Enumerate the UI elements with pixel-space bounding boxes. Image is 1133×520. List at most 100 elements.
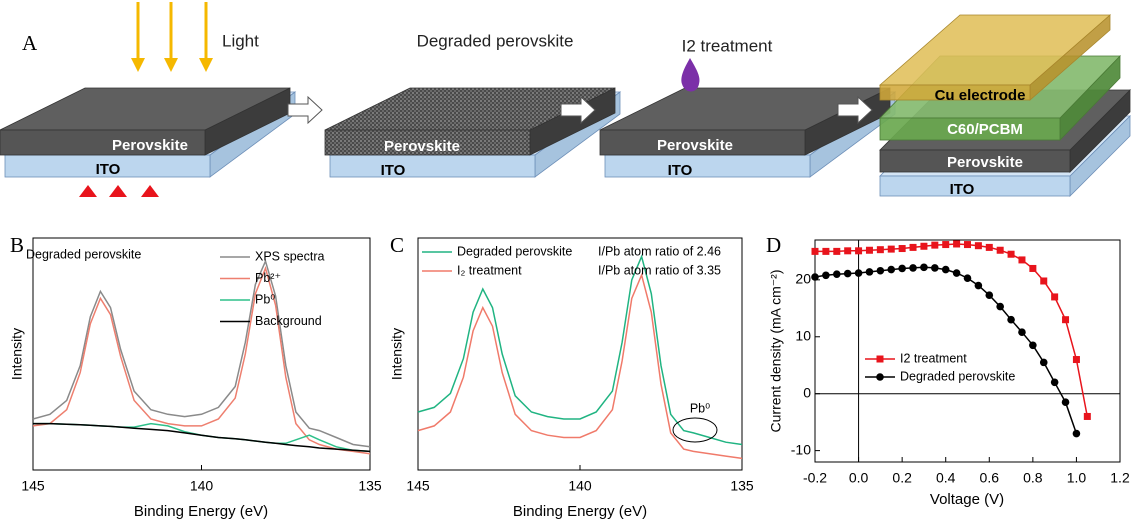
layer-front: [879, 84, 1031, 101]
marker: [1007, 250, 1015, 258]
series-line: [417, 272, 743, 460]
x-tick-label: 135: [730, 478, 754, 494]
x-tick-label: 0.4: [936, 470, 956, 486]
light-source: [141, 185, 159, 197]
series-line: [32, 265, 371, 455]
layer-front: [599, 129, 806, 156]
legend-label: Background: [255, 314, 322, 328]
x-tick-label: 1.2: [1110, 470, 1130, 486]
x-axis-label: Binding Energy (eV): [513, 503, 647, 520]
legend-label: I2 treatment: [900, 351, 967, 365]
panel-label: B: [10, 233, 24, 257]
layer-front: [879, 149, 1071, 173]
process-arrow: [560, 95, 596, 125]
marker: [1018, 256, 1026, 264]
marker: [1051, 293, 1059, 301]
diagram-label: Perovskite: [657, 137, 733, 154]
diagram-label: Perovskite: [947, 154, 1023, 171]
layer-front: [324, 129, 531, 156]
marker: [1007, 315, 1015, 324]
x-tick-label: 0.2: [892, 470, 912, 486]
marker: [854, 269, 863, 277]
marker: [920, 263, 928, 272]
diagram: Light Perovskite ITO Degraded perovskite Per…: [0, 2, 1131, 198]
marker: [974, 281, 983, 290]
annotation: I/Pb atom ratio of 2.46: [598, 244, 721, 258]
marker: [942, 241, 950, 249]
light-ray-head: [199, 58, 213, 72]
highlight-ellipse: [672, 417, 718, 443]
diagram-label: ITO: [96, 161, 121, 178]
y-tick-label: 10: [795, 327, 811, 343]
marker: [953, 240, 961, 248]
y-tick-label: 0: [803, 384, 811, 400]
process-arrow: [837, 95, 873, 125]
legend-label: Pb²⁺: [255, 271, 281, 285]
legend-label: Pb⁰: [255, 292, 275, 306]
panel-label: D: [766, 233, 781, 257]
marker: [832, 270, 841, 278]
marker: [996, 246, 1004, 254]
marker: [811, 273, 819, 281]
series-line: [417, 254, 743, 446]
marker: [1029, 264, 1037, 272]
legend-label: Degraded perovskite: [900, 369, 1015, 383]
diagram-label: Perovskite: [384, 138, 460, 155]
marker: [941, 265, 950, 274]
marker: [855, 247, 863, 255]
series-line: [815, 243, 1089, 417]
marker: [887, 265, 896, 274]
marker: [952, 269, 961, 277]
marker: [920, 242, 928, 250]
annotation: Pb⁰: [690, 401, 710, 415]
marker: [1018, 328, 1026, 337]
marker: [811, 247, 819, 255]
marker: [1083, 412, 1091, 420]
marker: [843, 269, 852, 278]
y-tick-label: -10: [791, 441, 811, 457]
marker: [833, 247, 841, 255]
plot-frame: [814, 239, 1121, 463]
marker: [865, 268, 874, 276]
light-ray-head: [131, 58, 145, 72]
series-line: [33, 422, 371, 453]
y-axis-label: Current density (mA cm⁻²): [768, 270, 784, 433]
marker: [931, 241, 939, 249]
series-line: [32, 258, 371, 448]
marker: [909, 243, 917, 251]
marker: [1050, 378, 1059, 387]
marker: [996, 302, 1004, 311]
diagram-label: ITO: [381, 162, 406, 179]
y-tick-label: 20: [795, 271, 811, 287]
diagram-label: ITO: [668, 162, 693, 179]
x-tick-label: 140: [190, 478, 214, 494]
diagram-label: Degraded perovskite: [417, 31, 574, 50]
marker: [822, 271, 830, 280]
annotation: I/Pb atom ratio of 3.35: [598, 263, 721, 277]
marker: [1072, 429, 1081, 438]
panel-label: A: [22, 31, 38, 55]
legend-marker: [876, 355, 884, 363]
marker: [876, 266, 885, 275]
diagram-label: Light: [222, 31, 259, 50]
legend-label: Degraded perovskite: [457, 244, 572, 258]
y-axis-label: Intensity: [389, 328, 405, 380]
layer-front: [879, 117, 1061, 141]
marker: [963, 274, 972, 282]
light-ray-head: [164, 58, 178, 72]
layer-front: [604, 154, 811, 178]
x-tick-label: 140: [568, 478, 592, 494]
legend-label: XPS spectra: [255, 249, 325, 263]
marker: [887, 245, 895, 253]
layer-front: [879, 175, 1071, 197]
panel-label: C: [390, 233, 404, 257]
series-line: [33, 422, 371, 453]
light-source: [79, 185, 97, 197]
annotation: Degraded perovskite: [26, 247, 141, 261]
x-tick-label: 135: [358, 478, 382, 494]
legend-label: I₂ treatment: [457, 263, 522, 277]
marker: [909, 264, 917, 272]
x-tick-label: -0.2: [803, 470, 827, 486]
x-tick-label: 0.0: [849, 470, 869, 486]
